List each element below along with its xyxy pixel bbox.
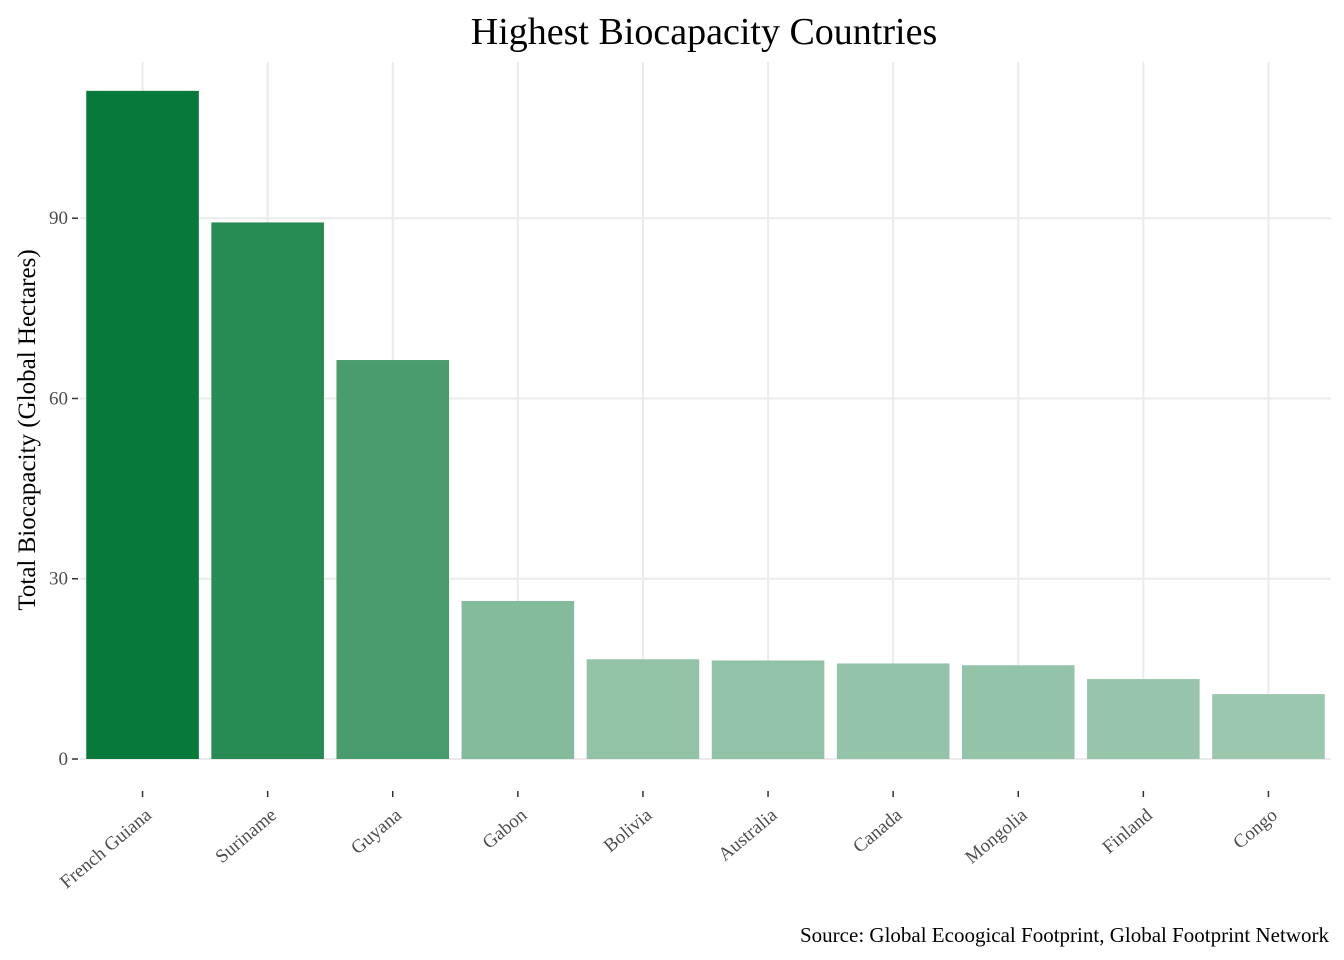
bar: [961, 665, 1075, 759]
bar: [836, 663, 950, 759]
source-caption: Source: Global Ecoogical Footprint, Glob…: [800, 923, 1329, 947]
y-axis: 0 30 60 90: [49, 208, 78, 770]
x-tick-label: Canada: [849, 804, 907, 857]
x-tick-label: French Guiana: [56, 804, 156, 893]
bar: [461, 600, 575, 759]
x-tick-label: Congo: [1229, 805, 1281, 854]
bar: [211, 222, 324, 759]
x-tick-label: Mongolia: [961, 804, 1032, 868]
chart-title: Highest Biocapacity Countries: [471, 11, 937, 53]
x-tick-label: Bolivia: [600, 804, 657, 856]
y-tick-label: 90: [49, 208, 68, 229]
x-tick-label: Gabon: [479, 804, 532, 853]
y-tick-label: 30: [49, 569, 68, 590]
bar: [336, 360, 450, 759]
y-tick-label: 60: [49, 388, 68, 409]
bar: [711, 660, 825, 759]
y-tick-label: 0: [59, 749, 69, 770]
bars: [86, 90, 1325, 760]
x-tick-label: Finland: [1099, 804, 1157, 858]
bar: [1087, 679, 1200, 759]
bar: [586, 659, 700, 759]
y-axis-title: Total Biocapacity (Global Hectares): [14, 249, 41, 610]
x-tick-label: Guyana: [347, 804, 406, 858]
x-tick-label: Australia: [714, 804, 781, 865]
x-tick-label: Suriname: [212, 805, 281, 868]
bar: [1212, 694, 1325, 759]
x-axis: French Guiana Suriname Guyana Gabon Bolivia A…: [56, 791, 1282, 893]
bar: [86, 90, 199, 760]
